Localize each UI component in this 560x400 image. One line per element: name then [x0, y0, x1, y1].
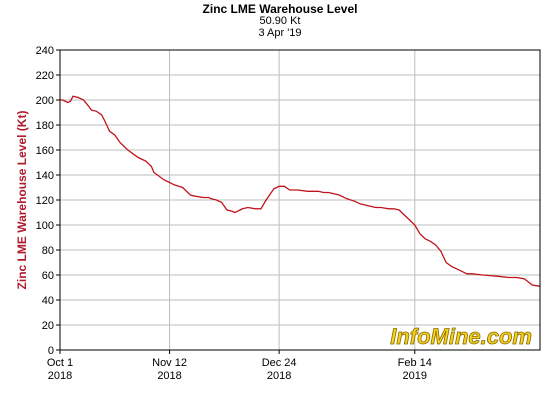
watermark-logo: InfoMine.com [390, 324, 533, 350]
y-axis-ticks: 0 20 40 60 80 100 120 140 160 180 200 220 240 [36, 45, 60, 357]
x-tick-label: Dec 24 [262, 357, 297, 369]
x-tick-label: Nov 12 [152, 357, 187, 369]
chart-date: 3 Apr '19 [258, 27, 302, 39]
x-tick-year-label: 2018 [48, 370, 72, 382]
grid-lines [59, 49, 540, 351]
y-tick-label: 140 [36, 170, 54, 182]
y-tick-label: 200 [36, 95, 54, 107]
y-tick-label: 80 [42, 245, 54, 257]
x-tick-year-label: 2018 [267, 370, 291, 382]
y-tick-label: 100 [36, 220, 54, 232]
plot-frame [59, 49, 541, 351]
y-tick-label: 0 [48, 345, 54, 357]
y-tick-label: 240 [36, 45, 54, 57]
chart-title: Zinc LME Warehouse Level [202, 2, 358, 16]
series-line [60, 95, 541, 287]
x-tick-label: Oct 1 [47, 357, 73, 369]
y-tick-label: 180 [36, 120, 54, 132]
y-tick-label: 160 [36, 145, 54, 157]
current-value: 50.90 Kt [259, 15, 301, 27]
y-tick-label: 20 [42, 320, 54, 332]
y-tick-label: 220 [36, 70, 54, 82]
x-tick-label: Feb 14 [398, 357, 432, 369]
y-tick-label: 60 [42, 270, 54, 282]
x-tick-year-label: 2019 [403, 370, 427, 382]
y-tick-label: 40 [42, 295, 54, 307]
y-tick-label: 120 [36, 195, 54, 207]
watermark-text: InfoMine.com [390, 324, 532, 349]
x-tick-year-label: 2018 [157, 370, 181, 382]
